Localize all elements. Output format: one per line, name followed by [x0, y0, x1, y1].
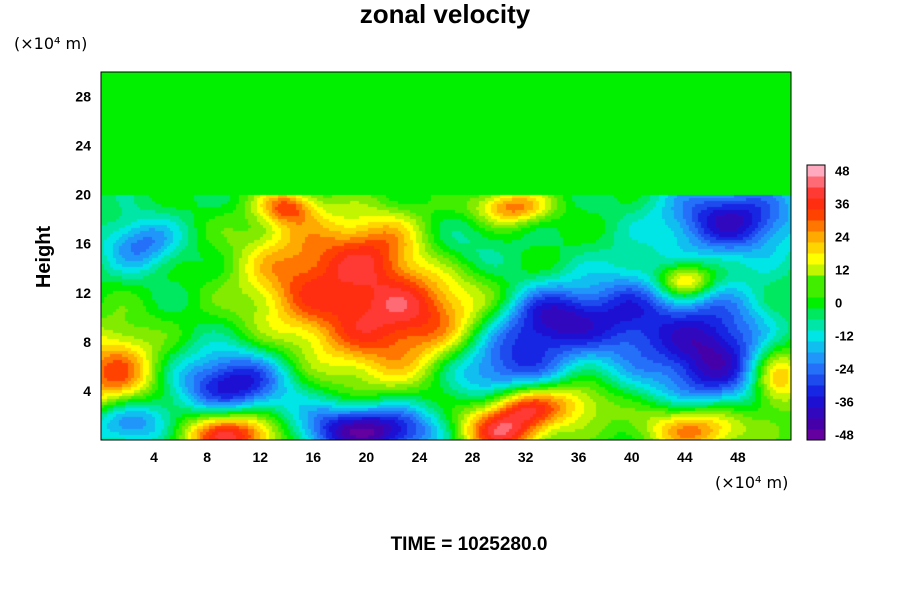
y-tick-label: 24 [75, 138, 91, 154]
colorbar-tick-label: 36 [835, 197, 849, 212]
x-tick-label: 24 [412, 449, 428, 465]
x-tick-label: 8 [203, 449, 211, 465]
x-tick-label: 48 [730, 449, 746, 465]
y-axis-unit: (×10⁴ m) [14, 34, 87, 53]
colorbar-border [806, 164, 826, 441]
colorbar-band [807, 231, 825, 243]
x-tick-label: 40 [624, 449, 640, 465]
colorbar-tick-label: -48 [835, 428, 854, 443]
y-axis-ticks: 4 8 12 16 20 24 28 [75, 89, 91, 399]
colorbar-band [807, 187, 825, 199]
colorbar-band [807, 330, 825, 342]
colorbar-ticks: 48 36 24 12 0 -12 -24 -36 -48 [835, 164, 855, 443]
colorbar-band [807, 341, 825, 353]
colorbar-band [807, 418, 825, 430]
colorbar-band [807, 264, 825, 276]
colorbar [806, 164, 826, 441]
colorbar-band [807, 165, 825, 177]
colorbar-tick-label: -12 [835, 329, 854, 344]
x-tick-label: 4 [150, 449, 158, 465]
colorbar-tick-label: 12 [835, 263, 849, 278]
colorbar-band [807, 396, 825, 408]
colorbar-band [807, 374, 825, 386]
time-label: TIME = 1025280.0 [391, 534, 548, 555]
colorbar-tick-label: 24 [835, 230, 850, 245]
colorbar-tick-label: 0 [835, 296, 842, 311]
x-tick-label: 12 [252, 449, 268, 465]
colorbar-band [807, 242, 825, 254]
colorbar-band [807, 286, 825, 298]
heatmap-canvas [101, 72, 791, 440]
colorbar-band [807, 176, 825, 188]
colorbar-band [807, 297, 825, 309]
colorbar-band [807, 220, 825, 232]
colorbar-band [807, 209, 825, 221]
x-tick-label: 20 [359, 449, 375, 465]
y-axis-label: Height [33, 226, 55, 289]
y-tick-label: 4 [83, 383, 91, 399]
colorbar-band [807, 308, 825, 320]
chart-title: zonal velocity [360, 0, 531, 29]
plot-area-frame [101, 72, 791, 440]
y-tick-label: 16 [75, 236, 91, 252]
x-tick-label: 32 [518, 449, 534, 465]
x-tick-label: 16 [306, 449, 322, 465]
colorbar-band [807, 407, 825, 419]
x-tick-label: 36 [571, 449, 587, 465]
y-tick-label: 28 [75, 89, 91, 105]
colorbar-tick-label: 48 [835, 164, 849, 179]
colorbar-band [807, 385, 825, 397]
x-axis-ticks: 4 8 12 16 20 24 28 32 36 40 44 48 [150, 449, 746, 465]
x-tick-label: 44 [677, 449, 693, 465]
y-tick-label: 8 [83, 334, 91, 350]
y-tick-label: 20 [75, 187, 91, 203]
colorbar-band [807, 319, 825, 331]
plot-border [100, 71, 792, 441]
colorbar-band [807, 198, 825, 210]
y-tick-label: 12 [75, 285, 91, 301]
colorbar-band [807, 253, 825, 265]
x-axis-unit: (×10⁴ m) [715, 473, 788, 492]
colorbar-band [807, 352, 825, 364]
colorbar-band [807, 363, 825, 375]
colorbar-tick-label: -36 [835, 395, 854, 410]
colorbar-band [807, 429, 825, 441]
x-tick-label: 28 [465, 449, 481, 465]
colorbar-tick-label: -24 [835, 362, 855, 377]
colorbar-band [807, 275, 825, 287]
